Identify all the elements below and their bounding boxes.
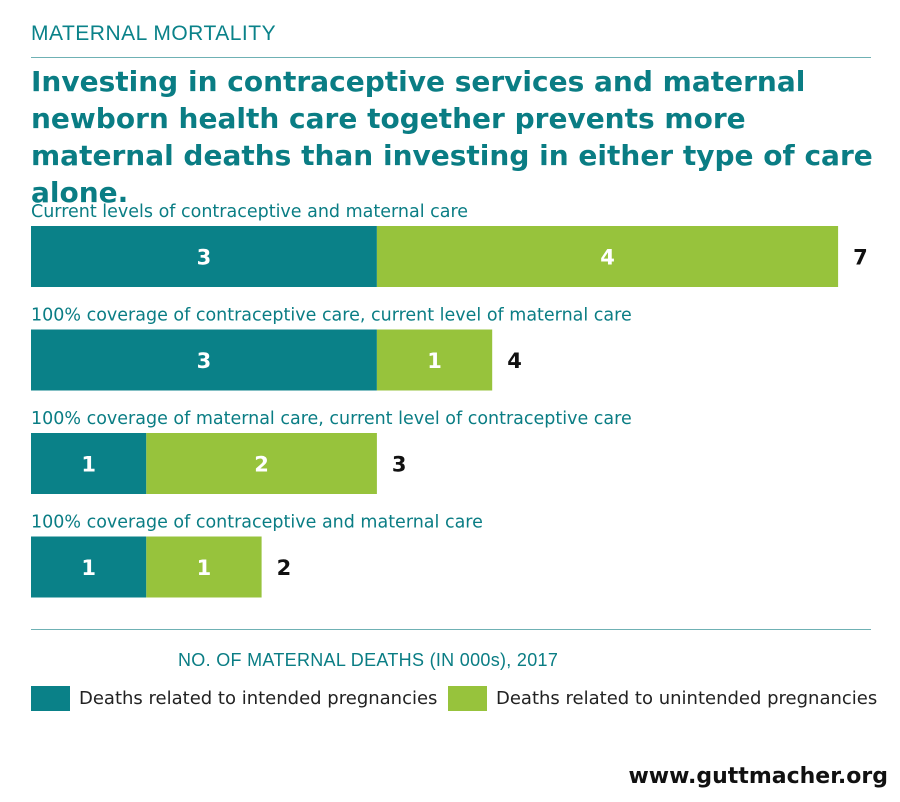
row-label: Current levels of contraceptive and mate… bbox=[31, 202, 468, 222]
legend-item-intended: Deaths related to intended pregnancies bbox=[31, 685, 437, 711]
bar-intended bbox=[31, 536, 147, 598]
legend-label-unintended: Deaths related to unintended pregnancies bbox=[496, 687, 878, 709]
value-label-unintended: 2 bbox=[254, 453, 269, 477]
bar-unintended bbox=[146, 433, 377, 494]
value-label-unintended: 1 bbox=[427, 349, 442, 373]
bar-intended bbox=[31, 329, 377, 391]
row-label: 100% coverage of contraceptive care, cur… bbox=[31, 306, 632, 326]
value-label-unintended: 4 bbox=[600, 246, 615, 270]
stacked-bar-chart: Current levels of contraceptive and mate… bbox=[31, 202, 868, 598]
value-label-intended: 1 bbox=[81, 453, 96, 477]
value-label-intended: 3 bbox=[197, 349, 212, 373]
unit-label: NO. OF MATERNAL DEATHS (IN 000s), 2017 bbox=[178, 650, 559, 670]
kicker: MATERNAL MORTALITY bbox=[31, 22, 277, 45]
row-label: 100% coverage of contraceptive and mater… bbox=[31, 513, 483, 533]
headline: Investing in contraceptive services and … bbox=[31, 65, 873, 209]
legend-item-unintended: Deaths related to unintended pregnancies bbox=[448, 685, 877, 711]
legend-label-intended: Deaths related to intended pregnancies bbox=[79, 687, 438, 709]
source-url: www.guttmacher.org bbox=[628, 764, 888, 789]
total-label: 4 bbox=[507, 349, 522, 373]
legend-swatch-unintended bbox=[448, 685, 487, 711]
top-divider bbox=[31, 57, 871, 58]
bottom-divider bbox=[31, 629, 871, 630]
value-label-intended: 3 bbox=[197, 246, 212, 270]
bar-unintended bbox=[376, 329, 493, 391]
value-label-unintended: 1 bbox=[197, 556, 212, 580]
bar-intended bbox=[31, 433, 147, 494]
bar-intended bbox=[31, 226, 377, 287]
total-label: 7 bbox=[853, 246, 868, 270]
total-label: 3 bbox=[392, 453, 407, 477]
bar-unintended bbox=[146, 536, 262, 598]
total-label: 2 bbox=[277, 556, 292, 580]
bar-unintended bbox=[376, 226, 839, 287]
legend-swatch-intended bbox=[31, 685, 70, 711]
value-label-intended: 1 bbox=[81, 556, 96, 580]
row-label: 100% coverage of maternal care, current … bbox=[31, 409, 632, 429]
